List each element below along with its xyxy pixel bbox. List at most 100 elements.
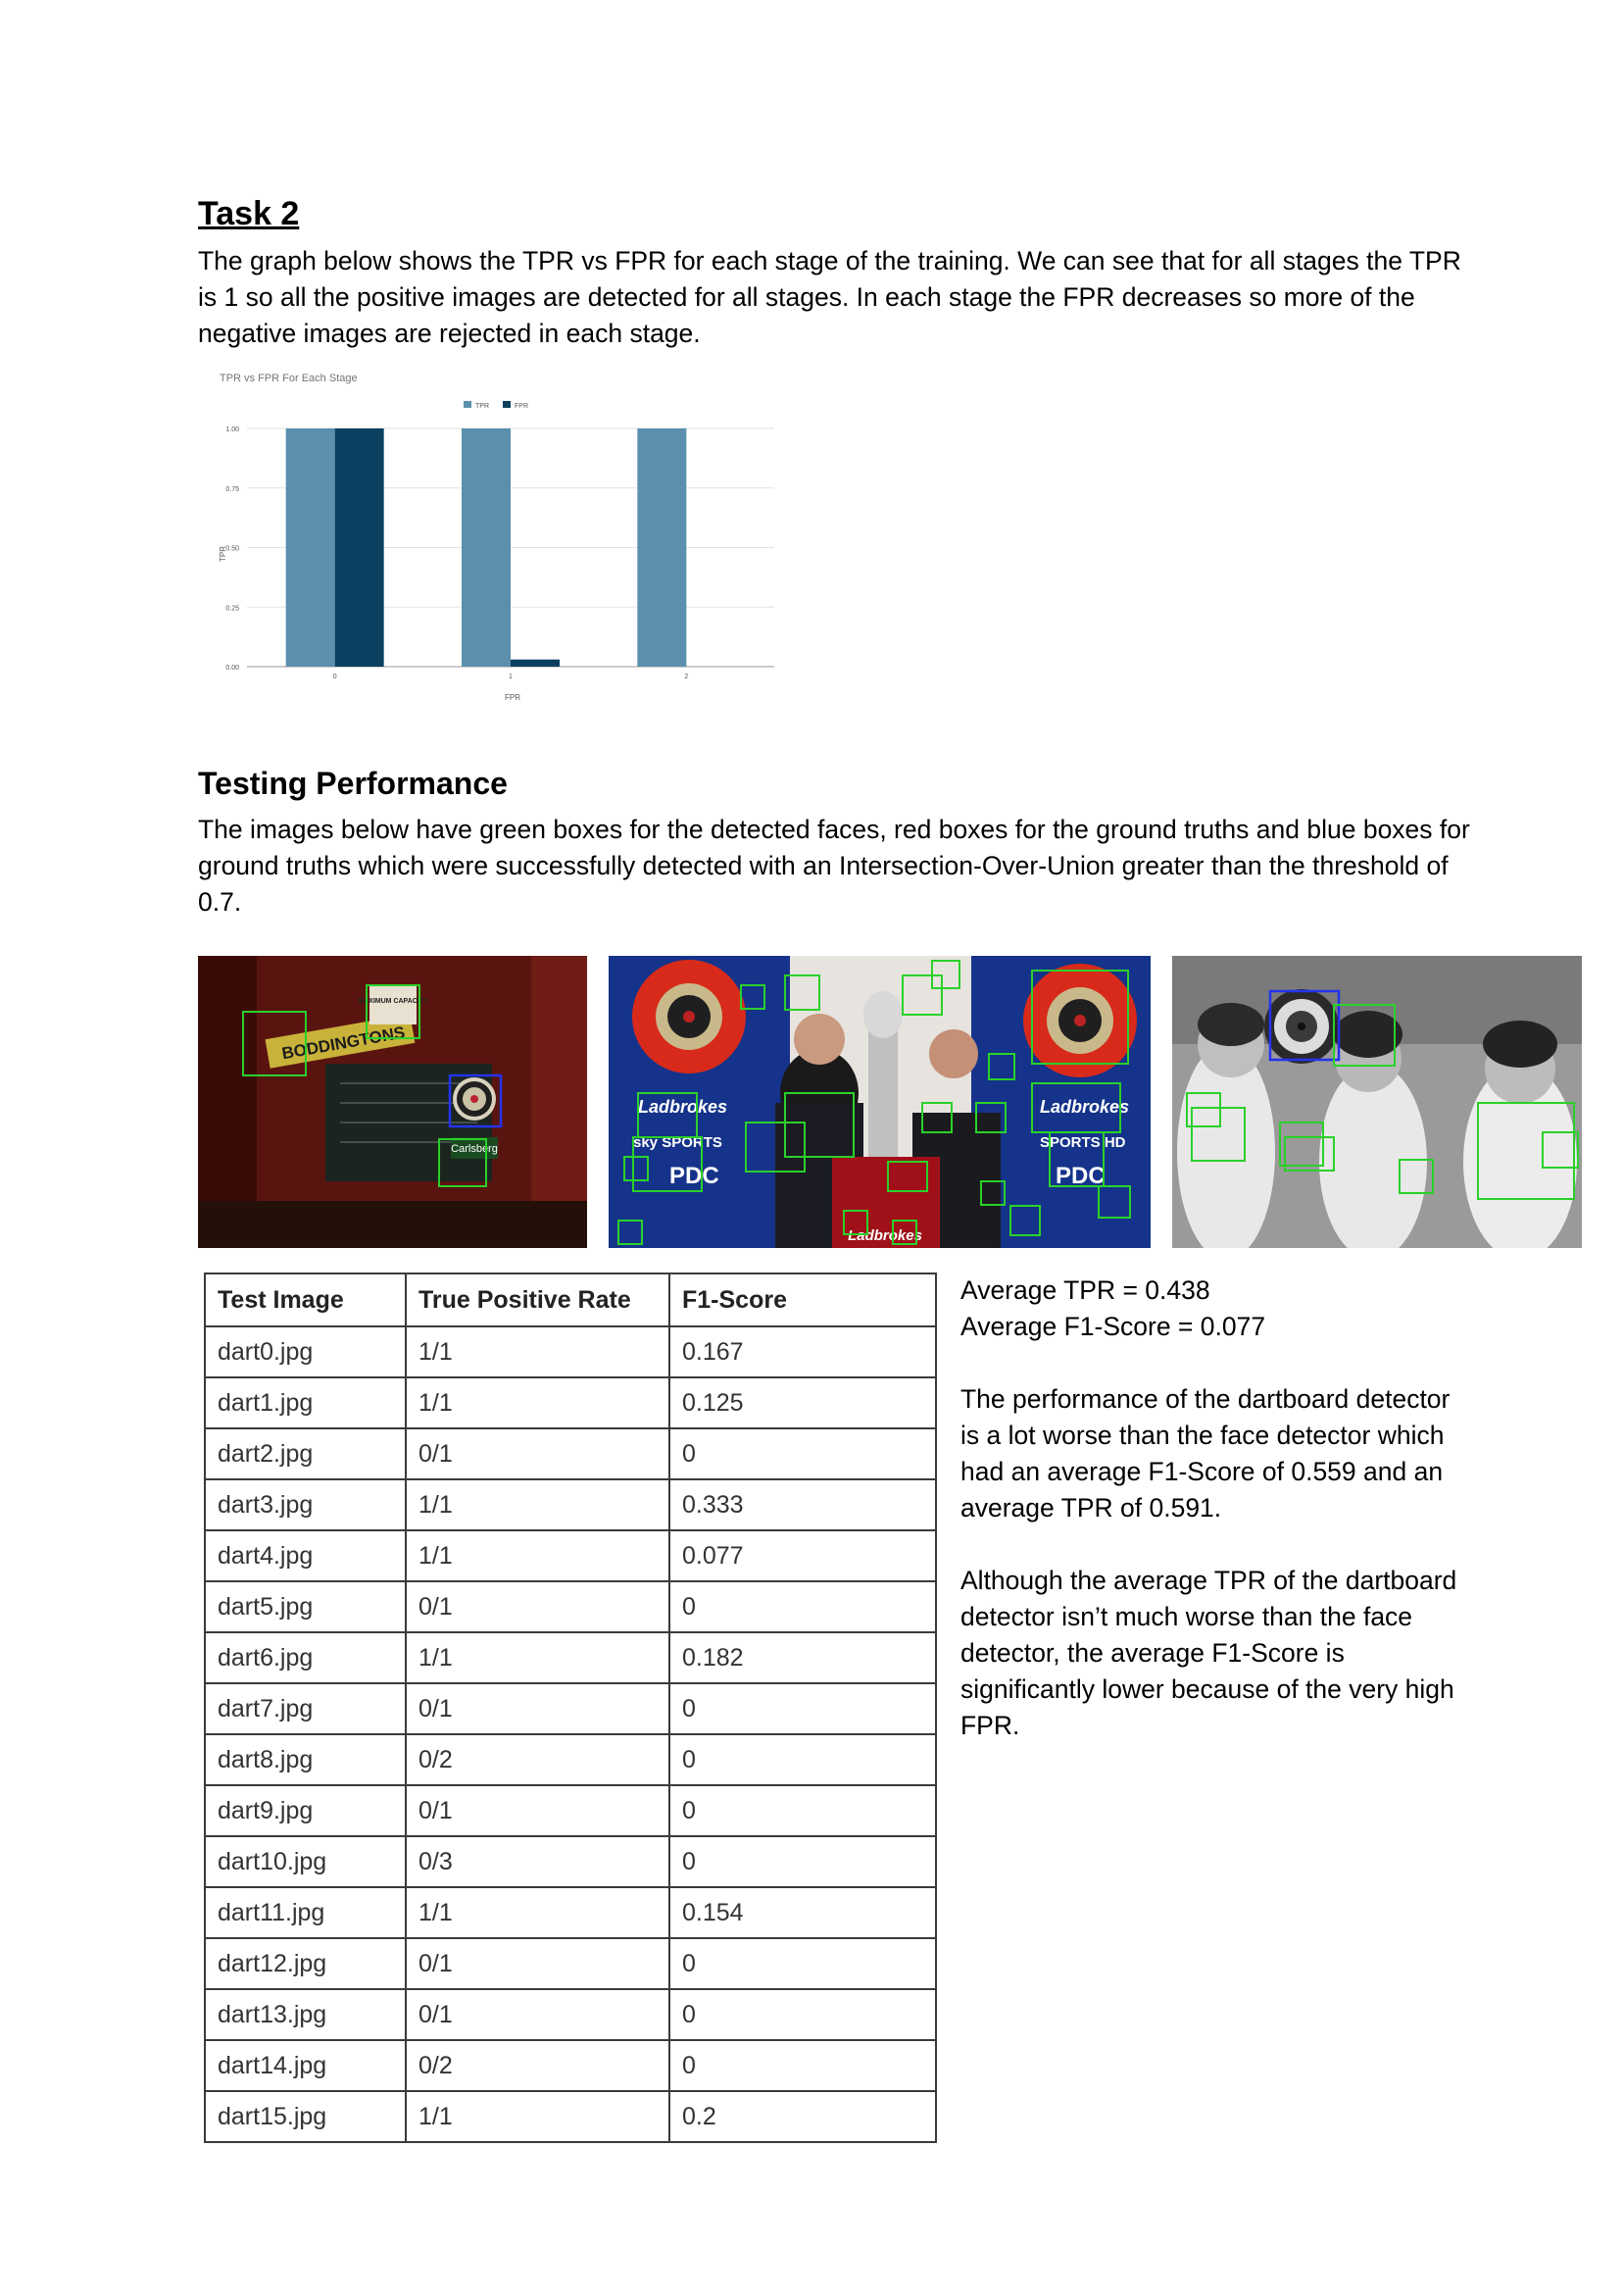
stage-brand-left: Ladbrokes — [638, 1097, 727, 1117]
cell-test-image: dart8.jpg — [204, 1733, 407, 1786]
stage-pdc-right: PDC — [1056, 1163, 1106, 1189]
table-row: dart5.jpg 0/1 0 — [204, 1580, 937, 1633]
x-tick-label: 0 — [333, 674, 337, 680]
table-row: dart0.jpg 1/1 0.167 — [204, 1325, 937, 1378]
table-row: dart3.jpg 1/1 0.333 — [204, 1478, 937, 1531]
chart-x-ticks: 0 1 2 — [333, 674, 689, 680]
table-row: dart10.jpg 0/3 0 — [204, 1835, 937, 1888]
legend-label-tpr: TPR — [475, 403, 489, 410]
table-header-row: Test Image True Positive Rate F1-Score — [204, 1273, 937, 1327]
cell-true-positive-rate: 1/1 — [405, 1376, 670, 1429]
cell-f1-score: 0 — [668, 1427, 937, 1480]
cell-test-image: dart6.jpg — [204, 1631, 407, 1684]
cell-f1-score: 0 — [668, 1784, 937, 1837]
average-f1: Average F1-Score = 0.077 — [960, 1312, 1266, 1341]
cell-true-positive-rate: 1/1 — [405, 1631, 670, 1684]
x-tick-label: 1 — [509, 674, 513, 680]
cell-f1-score: 0 — [668, 1835, 937, 1888]
cell-f1-score: 0 — [668, 1988, 937, 2041]
bar-tpr-2 — [637, 428, 687, 667]
header-true-positive-rate: True Positive Rate — [405, 1273, 670, 1327]
cell-f1-score: 0 — [668, 2039, 937, 2092]
stage-sky-left: sky SPORTS — [633, 1134, 722, 1151]
average-tpr: Average TPR = 0.438 — [960, 1275, 1210, 1305]
table-row: dart9.jpg 0/1 0 — [204, 1784, 937, 1837]
cell-test-image: dart1.jpg — [204, 1376, 407, 1429]
bar-tpr-1 — [462, 428, 511, 667]
table-row: dart7.jpg 0/1 0 — [204, 1682, 937, 1735]
cell-true-positive-rate: 1/1 — [405, 1886, 670, 1939]
testing-heading: Testing Performance — [198, 766, 508, 801]
chart-legend: TPR FPR — [464, 401, 528, 410]
cell-true-positive-rate: 0/1 — [405, 1937, 670, 1990]
stage-brand-trophy: Ladbrokes — [848, 1227, 922, 1244]
legend-swatch-tpr — [464, 401, 471, 408]
cell-test-image: dart12.jpg — [204, 1937, 407, 1990]
cell-true-positive-rate: 0/1 — [405, 1427, 670, 1480]
cell-true-positive-rate: 0/1 — [405, 1580, 670, 1633]
table-row: dart13.jpg 0/1 0 — [204, 1988, 937, 2041]
testing-paragraph: The images below have green boxes for th… — [198, 815, 1470, 917]
cell-true-positive-rate: 1/1 — [405, 2090, 670, 2143]
table-row: dart2.jpg 0/1 0 — [204, 1427, 937, 1480]
cell-true-positive-rate: 0/1 — [405, 1988, 670, 2041]
stage-brand-right: Ladbrokes — [1040, 1097, 1129, 1117]
y-tick-label: 0.25 — [225, 605, 239, 612]
tpr-fpr-chart: TPR vs FPR For Each Stage TPR FPR 0.00 0.2… — [219, 373, 774, 702]
bar-tpr-0 — [285, 428, 335, 667]
cell-f1-score: 0 — [668, 1580, 937, 1633]
legend-swatch-fpr — [503, 401, 511, 408]
chart-y-ticks: 0.00 0.25 0.50 0.75 1.00 — [225, 426, 239, 672]
cell-true-positive-rate: 0/1 — [405, 1682, 670, 1735]
cell-test-image: dart0.jpg — [204, 1325, 407, 1378]
cell-test-image: dart2.jpg — [204, 1427, 407, 1480]
test-photo-bw — [1172, 956, 1582, 1248]
cell-f1-score: 0.167 — [668, 1325, 937, 1378]
test-photo-stage: Ladbrokes Ladbrokes sky SPORTS SPORTS HD… — [609, 956, 1151, 1248]
bar-fpr-1 — [511, 659, 560, 667]
table-row: dart8.jpg 0/2 0 — [204, 1733, 937, 1786]
stage-pdc-left: PDC — [669, 1163, 719, 1189]
cell-f1-score: 0 — [668, 1733, 937, 1786]
table-row: dart4.jpg 1/1 0.077 — [204, 1529, 937, 1582]
task2-paragraph: The graph below shows the TPR vs FPR for… — [198, 246, 1461, 348]
x-tick-label: 2 — [684, 674, 688, 680]
cell-f1-score: 0 — [668, 1937, 937, 1990]
y-tick-label: 0.50 — [225, 546, 239, 553]
cell-f1-score: 0.182 — [668, 1631, 937, 1684]
cell-true-positive-rate: 0/2 — [405, 1733, 670, 1786]
chart-bars — [285, 428, 687, 667]
y-tick-label: 1.00 — [225, 426, 239, 433]
results-table: Test Image True Positive Rate F1-Score d… — [204, 1273, 937, 2143]
cell-test-image: dart4.jpg — [204, 1529, 407, 1582]
cell-true-positive-rate: 1/1 — [405, 1478, 670, 1531]
table-body: dart0.jpg 1/1 0.167 dart1.jpg 1/1 0.125 dart2.… — [204, 1325, 937, 2143]
cell-test-image: dart3.jpg — [204, 1478, 407, 1531]
test-photo-pub: BODDINGTONS MAXIMUM CAPACITY Carlsberg — [198, 956, 587, 1248]
table-row: dart11.jpg 1/1 0.154 — [204, 1886, 937, 1939]
cell-f1-score: 0.154 — [668, 1886, 937, 1939]
stage-sky-right: SPORTS HD — [1040, 1134, 1126, 1151]
cell-test-image: dart10.jpg — [204, 1835, 407, 1888]
pub-beer-text: Carlsberg — [451, 1143, 498, 1155]
y-tick-label: 0.00 — [225, 665, 239, 672]
cell-test-image: dart9.jpg — [204, 1784, 407, 1837]
chart-y-axis-label: TPR — [219, 546, 227, 562]
summary-text: Average TPR = 0.438 Average F1-Score = 0… — [960, 1273, 1470, 1744]
legend-label-fpr: FPR — [515, 403, 528, 410]
cell-true-positive-rate: 0/3 — [405, 1835, 670, 1888]
cell-test-image: dart14.jpg — [204, 2039, 407, 2092]
chart-x-axis-label: FPR — [505, 693, 520, 702]
cell-f1-score: 0.125 — [668, 1376, 937, 1429]
summary-paragraph-2: Although the average TPR of the dartboar… — [960, 1566, 1457, 1740]
cell-test-image: dart7.jpg — [204, 1682, 407, 1735]
y-tick-label: 0.75 — [225, 486, 239, 493]
chart-title: TPR vs FPR For Each Stage — [220, 373, 358, 384]
cell-true-positive-rate: 0/1 — [405, 1784, 670, 1837]
cell-true-positive-rate: 1/1 — [405, 1325, 670, 1378]
table-row: dart12.jpg 0/1 0 — [204, 1937, 937, 1990]
cell-test-image: dart13.jpg — [204, 1988, 407, 2041]
cell-test-image: dart11.jpg — [204, 1886, 407, 1939]
bar-fpr-0 — [334, 428, 384, 667]
cell-test-image: dart5.jpg — [204, 1580, 407, 1633]
